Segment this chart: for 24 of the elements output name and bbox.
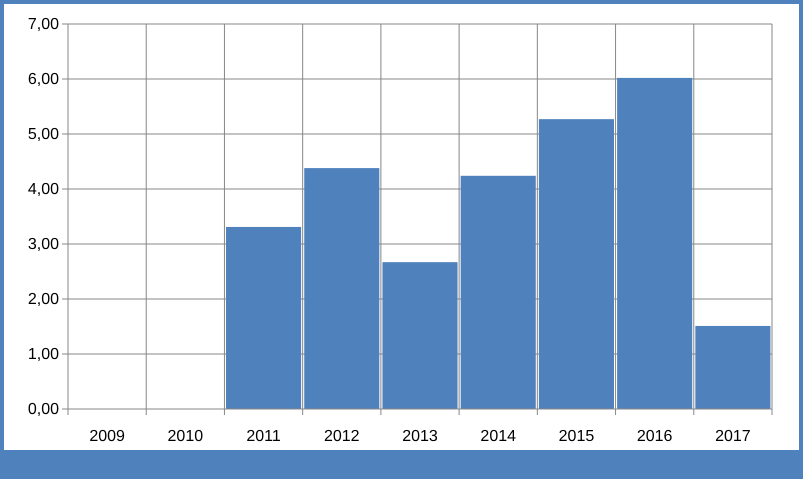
x-tick-label: 2013	[402, 428, 438, 445]
bar	[460, 176, 536, 409]
y-tick-label: 5,00	[28, 126, 60, 144]
y-tick-label: 1,00	[28, 346, 60, 364]
x-tick-label: 2017	[715, 428, 751, 445]
x-tick-label: 2012	[324, 428, 360, 445]
bar	[226, 226, 302, 409]
x-tick-label: 2014	[480, 428, 516, 445]
x-tick-label: 2010	[168, 428, 204, 445]
y-tick-label: 7,00	[28, 16, 60, 34]
bar	[695, 326, 770, 409]
x-tick-label: 2009	[89, 428, 126, 445]
x-tick-label: 2016	[636, 428, 673, 445]
y-tick-label: 2,00	[28, 291, 60, 308]
bar	[538, 119, 614, 409]
y-tick-label: 3,00	[28, 236, 60, 254]
y-tick-label: 6,00	[28, 71, 60, 88]
bar	[382, 262, 458, 409]
bar	[304, 168, 380, 409]
x-tick-label: 2015	[558, 428, 594, 445]
y-tick-label: 0,00	[28, 401, 60, 418]
x-tick-label: 2011	[246, 428, 281, 445]
y-tick-label: 4,00	[28, 181, 60, 198]
bar	[617, 78, 692, 409]
